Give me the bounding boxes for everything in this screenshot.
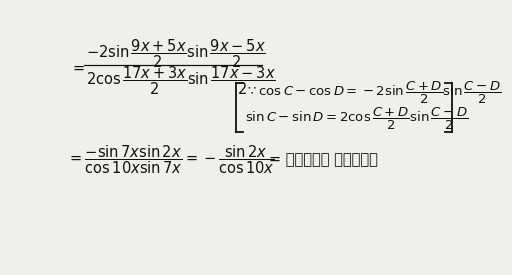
Text: $2\cos\dfrac{17x+3x}{2}\sin\dfrac{17x-3x}{2}$: $2\cos\dfrac{17x+3x}{2}\sin\dfrac{17x-3x…	[86, 64, 275, 97]
Text: $=$: $=$	[70, 61, 86, 75]
Text: = दायाँ पक्ष।: = दायाँ पक्ष।	[269, 153, 378, 167]
Text: $-2\sin\dfrac{9x+5x}{2}\sin\dfrac{9x-5x}{2}$: $-2\sin\dfrac{9x+5x}{2}\sin\dfrac{9x-5x}…	[86, 37, 266, 70]
Text: $\because\cos C-\cos D=-2\sin\dfrac{C+D}{2}\sin\dfrac{C-D}{2}$: $\because\cos C-\cos D=-2\sin\dfrac{C+D}…	[245, 80, 502, 106]
Text: $=\dfrac{-\sin 7x\sin 2x}{\cos 10x\sin 7x}=-\dfrac{\sin 2x}{\cos 10x}$: $=\dfrac{-\sin 7x\sin 2x}{\cos 10x\sin 7…	[67, 144, 275, 176]
Text: $\sin C-\sin D=2\cos\dfrac{C+D}{2}\sin\dfrac{C-D}{2}$: $\sin C-\sin D=2\cos\dfrac{C+D}{2}\sin\d…	[245, 106, 468, 132]
